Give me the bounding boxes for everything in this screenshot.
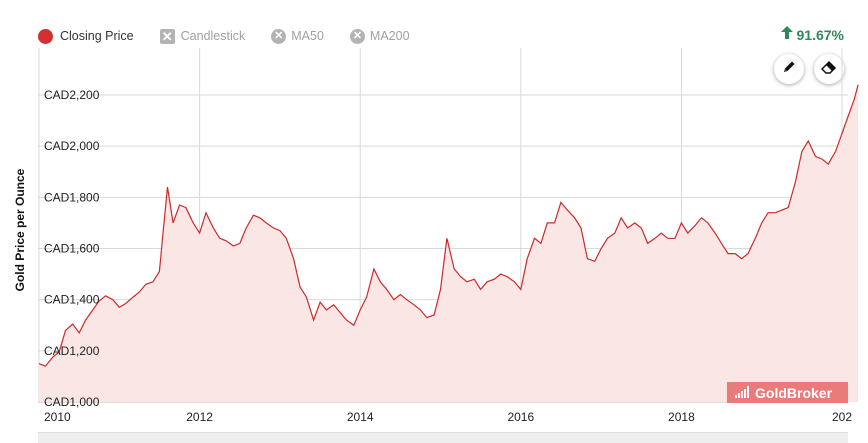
erase-button[interactable] <box>814 54 844 84</box>
y-tick-label: CAD1,200 <box>44 344 100 358</box>
pencil-icon <box>782 60 796 79</box>
eraser-icon <box>820 60 837 79</box>
x-axis-ticks: 2010 2012 2014 2016 2018 202 <box>44 410 852 424</box>
chart-legend: Closing Price ✕ Candlestick ✕ MA50 ✕ MA2… <box>38 26 436 46</box>
x-tick-label: 2016 <box>507 410 534 424</box>
y-axis-ticks: CAD1,000 CAD1,200 CAD1,400 CAD1,600 CAD1,800… <box>44 88 100 409</box>
x-circle-icon: ✕ <box>271 28 287 44</box>
legend-ma50-label: MA50 <box>291 29 324 43</box>
legend-ma200[interactable]: ✕ MA200 <box>349 28 410 44</box>
legend-closing-price[interactable]: Closing Price <box>38 28 134 44</box>
y-tick-label: CAD1,400 <box>44 293 100 307</box>
y-tick-label: CAD1,800 <box>44 190 100 204</box>
x-box-icon: ✕ <box>159 28 175 44</box>
brand-watermark: GoldBroker <box>727 382 848 403</box>
draw-button[interactable] <box>774 54 804 84</box>
x-tick-label: 202 <box>832 410 852 424</box>
y-tick-label: CAD1,000 <box>44 395 100 409</box>
price-change-value: 91.67% <box>796 26 844 43</box>
bar-chart-icon <box>735 385 751 401</box>
legend-candlestick[interactable]: ✕ Candlestick <box>159 28 246 44</box>
red-dot-icon <box>38 28 53 44</box>
legend-candlestick-label: Candlestick <box>180 29 246 43</box>
price-area <box>39 84 859 403</box>
x-tick-label: 2018 <box>668 410 695 424</box>
x-circle-icon: ✕ <box>349 28 365 44</box>
legend-ma200-label: MA200 <box>369 29 410 43</box>
legend-closing-label: Closing Price <box>60 29 134 43</box>
y-tick-label: CAD2,000 <box>44 139 100 153</box>
arrow-up-icon <box>780 26 793 43</box>
horizontal-scrollbar[interactable] <box>38 432 848 443</box>
y-tick-label: CAD1,600 <box>44 242 100 256</box>
price-change: 91.67% <box>780 26 844 43</box>
x-tick-label: 2010 <box>44 410 71 424</box>
x-tick-label: 2014 <box>347 410 374 424</box>
brand-name: GoldBroker <box>755 384 833 401</box>
x-tick-label: 2012 <box>186 410 213 424</box>
y-tick-label: CAD2,200 <box>44 88 100 102</box>
legend-ma50[interactable]: ✕ MA50 <box>271 28 324 44</box>
price-line <box>38 84 859 367</box>
